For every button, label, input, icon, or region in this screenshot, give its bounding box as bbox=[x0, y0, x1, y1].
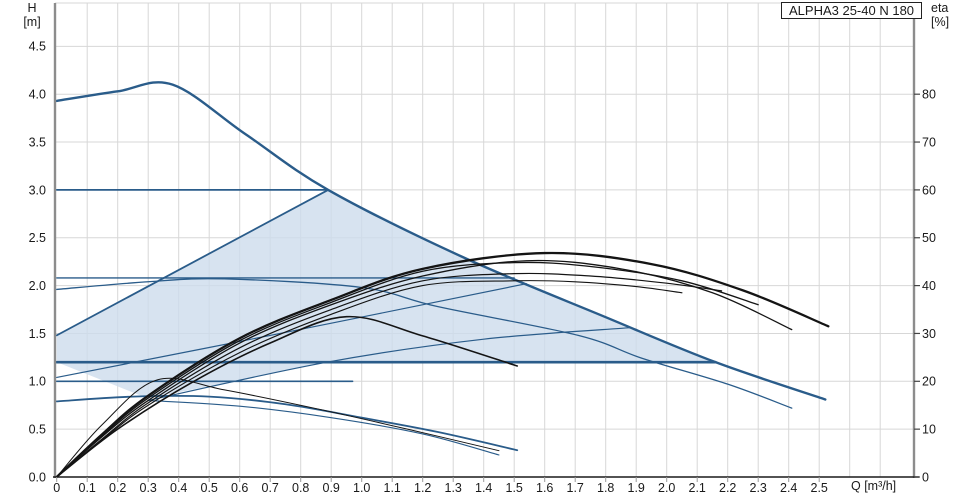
min-speed-curve bbox=[55, 394, 519, 452]
efficiency-5 bbox=[56, 280, 683, 478]
right-tick-label: 10 bbox=[922, 423, 936, 437]
x-tick-label: 0 bbox=[53, 481, 60, 495]
left-tick-label: 4.5 bbox=[29, 40, 46, 54]
x-tick-label: 1.5 bbox=[506, 481, 523, 495]
x-tick-label: 0.2 bbox=[109, 481, 126, 495]
proportional-pressure-low bbox=[147, 327, 631, 402]
x-tick-label: 2.3 bbox=[750, 481, 767, 495]
x-axis-title: Q [m³/h] bbox=[851, 479, 897, 493]
min-speed-companion-curve bbox=[147, 399, 500, 456]
x-tick-label: 1.6 bbox=[536, 481, 553, 495]
left-tick-label: 0.5 bbox=[29, 423, 46, 437]
left-tick-label: 1.5 bbox=[29, 327, 46, 341]
x-tick-label: 0.9 bbox=[323, 481, 340, 495]
x-tick-label: 1.3 bbox=[445, 481, 462, 495]
x-tick-label: 2.4 bbox=[780, 481, 797, 495]
x-tick-label: 2.2 bbox=[719, 481, 736, 495]
x-tick-label: 0.4 bbox=[170, 481, 187, 495]
right-axis-title-unit: [%] bbox=[931, 14, 950, 29]
left-tick-label: 2.5 bbox=[29, 231, 46, 245]
right-tick-label: 70 bbox=[922, 135, 936, 149]
left-tick-label: 0.0 bbox=[29, 470, 46, 484]
efficiency-max bbox=[55, 251, 830, 479]
left-axis-title-unit: [m] bbox=[23, 14, 41, 29]
left-axis-title-symbol: H bbox=[27, 1, 37, 15]
x-tick-label: 0.5 bbox=[201, 481, 218, 495]
left-tick-label: 3.5 bbox=[29, 135, 46, 149]
x-tick-label: 0.6 bbox=[231, 481, 248, 495]
right-tick-label: 30 bbox=[922, 327, 936, 341]
x-tick-label: 1.7 bbox=[567, 481, 584, 495]
left-tick-label: 3.0 bbox=[29, 183, 46, 197]
x-tick-label: 1.2 bbox=[414, 481, 431, 495]
x-tick-label: 1.0 bbox=[353, 481, 370, 495]
efficiency-speed-1 bbox=[56, 377, 500, 478]
x-tick-label: 0.1 bbox=[79, 481, 96, 495]
right-tick-label: 0 bbox=[922, 470, 929, 484]
pump-title-box: ALPHA3 25-40 N 180 bbox=[781, 2, 923, 19]
x-tick-label: 0.8 bbox=[292, 481, 309, 495]
operating-region bbox=[56, 189, 716, 399]
x-tick-label: 0.7 bbox=[262, 481, 279, 495]
x-tick-label: 1.1 bbox=[384, 481, 401, 495]
proportional-pressure-mid bbox=[56, 283, 527, 379]
x-tick-label: 2.0 bbox=[658, 481, 675, 495]
x-tick-label: 0.3 bbox=[140, 481, 157, 495]
efficiency-3 bbox=[56, 261, 759, 478]
left-tick-label: 2.0 bbox=[29, 279, 46, 293]
efficiency-speed-2 bbox=[55, 315, 519, 478]
efficiency-2 bbox=[56, 259, 793, 478]
x-tick-label: 1.8 bbox=[597, 481, 614, 495]
right-tick-label: 80 bbox=[922, 88, 936, 102]
right-tick-label: 40 bbox=[922, 279, 936, 293]
right-axis-title: eta [%] bbox=[931, 1, 965, 29]
right-tick-label: 50 bbox=[922, 231, 936, 245]
left-tick-label: 4.0 bbox=[29, 88, 46, 102]
proportional-pressure-max bbox=[55, 189, 330, 337]
x-tick-label: 2.1 bbox=[689, 481, 706, 495]
left-axis-title: H [m] bbox=[14, 1, 50, 29]
x-tick-label: 1.4 bbox=[475, 481, 492, 495]
x-tick-label: 2.5 bbox=[811, 481, 828, 495]
left-tick-label: 1.0 bbox=[29, 375, 46, 389]
right-tick-label: 20 bbox=[922, 375, 936, 389]
x-tick-label: 1.9 bbox=[628, 481, 645, 495]
efficiency-4 bbox=[56, 272, 723, 478]
right-tick-label: 60 bbox=[922, 183, 936, 197]
max-speed-curve bbox=[55, 81, 827, 401]
right-axis-title-symbol: eta bbox=[931, 1, 949, 15]
speed-2-curve bbox=[56, 278, 793, 409]
